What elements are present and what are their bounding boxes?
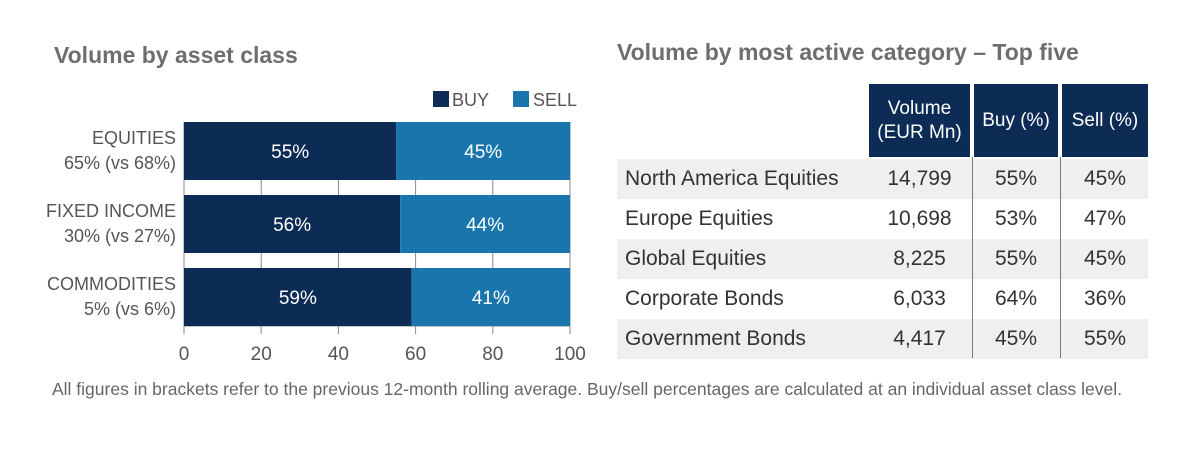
legend-swatch-buy [433,91,449,107]
bar-buy [184,122,397,180]
bar-value-label: 44% [466,215,504,236]
column-divider [1060,157,1061,358]
row-buy: 64% [994,287,1038,310]
row-category: Europe Equities [625,207,774,230]
chart-title: Volume by asset class [54,42,298,68]
row-category: Corporate Bonds [625,287,784,310]
table-row: Global Equities 8,225 55% 45% [617,239,1148,279]
row-volume: 6,033 [893,287,946,310]
row-sell: 45% [1083,247,1127,270]
x-tick-label: 100 [554,344,586,365]
legend-label: BUY [452,90,489,110]
legend-label: SELL [533,90,577,110]
stacked-bar-chart: 0 20 40 60 80 100 55% 45% EQUITIES 65% (vs 68%) 56… [46,90,586,365]
table-row: Government Bonds 4,417 45% 55% [617,319,1148,359]
row-category: Global Equities [625,247,767,270]
row-volume: 14,799 [887,167,952,190]
category-label: EQUITIES [92,128,176,148]
bar-sell [411,268,570,326]
header-sell: Sell (%) [1062,84,1148,157]
row-category: North America Equities [625,167,839,190]
bar-value-label: 41% [472,288,510,309]
category-share-label: 65% (vs 68%) [64,153,176,173]
row-sell: 45% [1083,167,1127,190]
row-buy: 55% [994,247,1038,270]
legend-swatch-sell [513,91,529,107]
bar-buy [184,268,412,326]
column-divider [972,157,973,358]
table-row: Europe Equities 10,698 53% 47% [617,199,1148,239]
row-buy: 55% [994,167,1038,190]
header-buy: Buy (%) [974,84,1058,157]
table-row: North America Equities 14,799 55% 45% [617,159,1148,199]
x-tick-label: 80 [482,344,503,365]
bar-value-label: 56% [273,215,311,236]
bar-sell [396,122,570,180]
row-category: Government Bonds [625,327,806,350]
x-tick-label: 60 [405,344,426,365]
bar-sell [400,195,570,253]
bar-value-label: 59% [279,288,317,309]
row-buy: 53% [994,207,1038,230]
x-tick-label: 20 [251,344,272,365]
bar-value-label: 45% [464,142,502,163]
row-volume: 8,225 [893,247,946,270]
top-five-table: Volume (EUR Mn) Buy (%) Sell (%) North A… [617,84,1148,359]
row-sell: 47% [1083,207,1127,230]
category-label: COMMODITIES [47,274,176,294]
row-buy: 45% [994,327,1038,350]
header-volume: Volume (EUR Mn) [869,84,970,157]
category-share-label: 30% (vs 27%) [64,226,176,246]
row-sell: 36% [1083,287,1127,310]
bar-value-label: 55% [271,142,309,163]
x-tick-label: 0 [179,344,190,365]
table-row: Corporate Bonds 6,033 64% 36% [617,279,1148,319]
footnote: All figures in brackets refer to the pre… [52,379,1123,399]
table-title: Volume by most active category – Top fiv… [617,39,1079,65]
category-share-label: 5% (vs 6%) [84,299,176,319]
bar-buy [184,195,401,253]
row-volume: 10,698 [887,207,952,230]
row-sell: 55% [1083,327,1127,350]
category-label: FIXED INCOME [46,201,176,221]
row-volume: 4,417 [893,327,946,350]
x-tick-label: 40 [328,344,349,365]
